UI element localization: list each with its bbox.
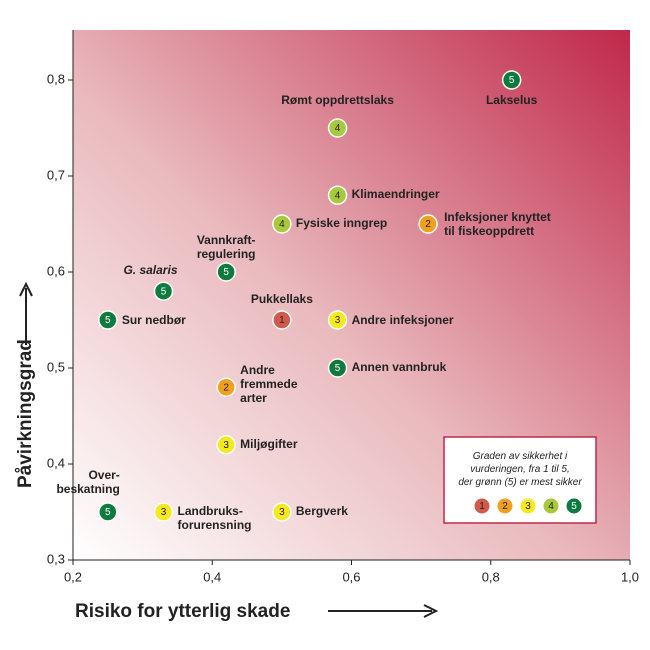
point-label: Miljøgifter (240, 437, 298, 451)
point (418, 214, 438, 234)
point-label: Vannkraft-regulering (197, 233, 256, 261)
point-label: Lakselus (486, 93, 538, 107)
point-certainty: 4 (279, 219, 285, 230)
point (327, 310, 348, 330)
point (327, 358, 348, 378)
y-tick-label: 0,7 (47, 167, 65, 182)
x-tick-label: 0,2 (64, 569, 82, 584)
point-label: Landbruks-forurensning (178, 504, 252, 532)
legend-swatch (565, 497, 583, 515)
point-certainty: 5 (161, 286, 167, 297)
x-tick-label: 0,4 (203, 569, 221, 584)
point-label: Andre infeksjoner (352, 313, 454, 327)
point-label: Bergverk (296, 504, 348, 518)
point-certainty: 3 (161, 507, 167, 518)
legend-label: 4 (548, 501, 554, 512)
point (216, 262, 236, 282)
point (272, 502, 292, 522)
point (327, 118, 348, 138)
point-certainty: 5 (335, 363, 341, 374)
point-certainty: 4 (335, 190, 341, 201)
point-certainty: 3 (223, 440, 229, 451)
legend-label: 5 (571, 501, 577, 512)
point (501, 70, 522, 90)
point-certainty: 5 (105, 507, 111, 518)
point (327, 185, 348, 205)
point-certainty: 2 (425, 219, 431, 230)
y-tick-label: 0,5 (47, 359, 65, 374)
point (216, 377, 236, 397)
point-certainty: 2 (223, 382, 229, 393)
point-certainty: 5 (509, 75, 515, 86)
point-label: Sur nedbør (122, 313, 186, 327)
legend-label: 3 (525, 501, 531, 512)
legend-swatch (542, 497, 560, 515)
point-label: Fysiske inngrep (296, 216, 387, 230)
x-tick-label: 1,0 (621, 569, 639, 584)
point-label: Infeksjoner knyttet til fiskeoppdrett (444, 210, 551, 238)
y-arrow (19, 281, 33, 345)
point-label: Andre fremmede arter (240, 363, 298, 405)
point (216, 435, 236, 455)
point (272, 214, 292, 234)
legend-label: 1 (479, 501, 485, 512)
point (272, 310, 292, 330)
point-label: G. salaris (123, 263, 177, 277)
legend-swatch (496, 497, 514, 515)
y-axis-title: Påvirkningsgrad (15, 339, 36, 488)
point-label: Klimaendringer (352, 187, 440, 201)
point-certainty: 3 (279, 507, 285, 518)
legend-swatch (519, 497, 537, 515)
point-certainty: 5 (223, 267, 229, 278)
legend-label: 2 (502, 501, 508, 512)
legend-title: Graden av sikkerhet i vurderingen, fra 1 … (458, 451, 582, 488)
y-tick-label: 0,3 (47, 551, 65, 566)
point (98, 502, 118, 522)
point-label: Rømt oppdrettslaks (281, 93, 394, 107)
x-tick-label: 0,6 (342, 569, 360, 584)
y-tick-label: 0,8 (47, 71, 65, 86)
x-axis-title: Risiko for ytterlig skade (75, 601, 290, 622)
point-label: Over-beskatning (56, 468, 119, 496)
y-tick-label: 0,4 (47, 455, 65, 470)
point-certainty: 1 (279, 315, 285, 326)
point-certainty: 5 (105, 315, 111, 326)
point (98, 310, 118, 330)
point-certainty: 4 (335, 123, 341, 134)
point-label: Annen vannbruk (352, 360, 447, 374)
point (153, 281, 174, 301)
point-certainty: 3 (335, 315, 341, 326)
point (153, 502, 174, 522)
x-arrow (328, 604, 439, 618)
legend-swatch (473, 497, 491, 515)
y-tick-label: 0,6 (47, 263, 65, 278)
point-label: Pukkellaks (251, 292, 313, 306)
x-tick-label: 0,8 (482, 569, 500, 584)
